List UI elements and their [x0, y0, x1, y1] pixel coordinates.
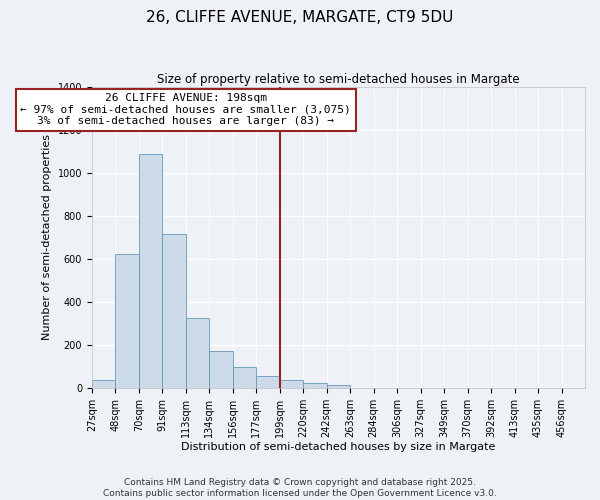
Bar [209, 352, 233, 388]
Bar [326, 384, 350, 388]
Bar [92, 380, 115, 388]
Y-axis label: Number of semi-detached properties: Number of semi-detached properties [42, 134, 52, 340]
Bar [233, 368, 256, 388]
Bar [139, 154, 162, 388]
Bar [280, 380, 303, 388]
Text: 26, CLIFFE AVENUE, MARGATE, CT9 5DU: 26, CLIFFE AVENUE, MARGATE, CT9 5DU [146, 10, 454, 25]
Bar [256, 376, 280, 388]
Bar [186, 318, 209, 388]
Bar [115, 254, 139, 388]
Bar [162, 234, 186, 388]
X-axis label: Distribution of semi-detached houses by size in Margate: Distribution of semi-detached houses by … [181, 442, 496, 452]
Bar [303, 383, 326, 388]
Text: 26 CLIFFE AVENUE: 198sqm
← 97% of semi-detached houses are smaller (3,075)
3% of: 26 CLIFFE AVENUE: 198sqm ← 97% of semi-d… [20, 93, 351, 126]
Text: Contains HM Land Registry data © Crown copyright and database right 2025.
Contai: Contains HM Land Registry data © Crown c… [103, 478, 497, 498]
Title: Size of property relative to semi-detached houses in Margate: Size of property relative to semi-detach… [157, 72, 520, 86]
